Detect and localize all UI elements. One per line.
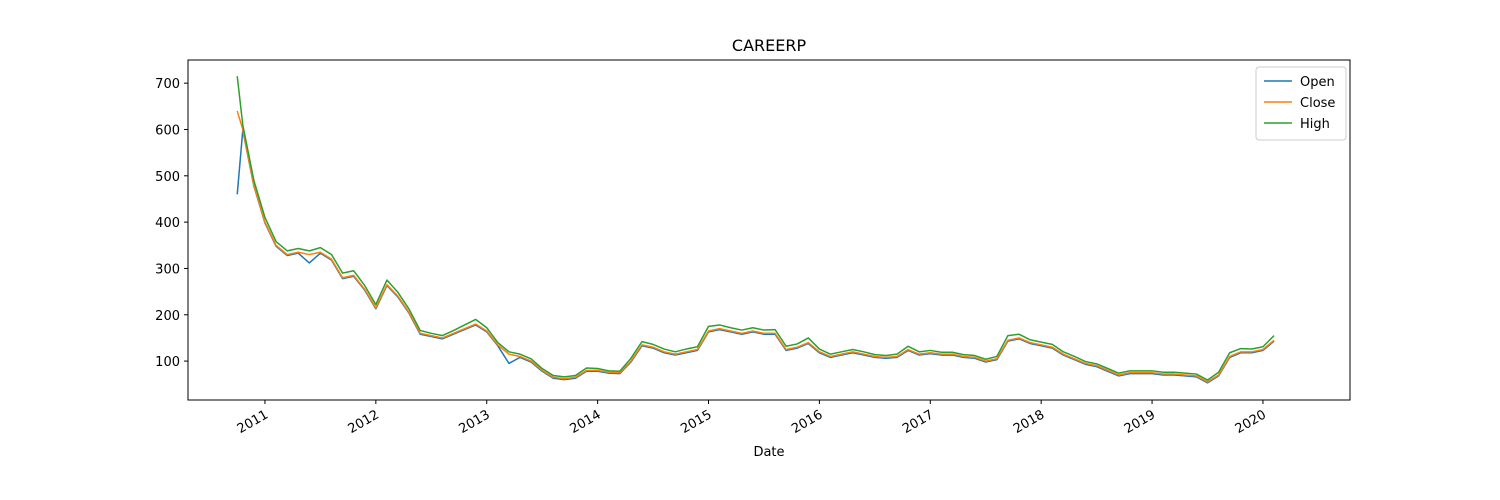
x-tick-label: 2013 [457, 407, 493, 437]
plot-frame [187, 59, 1351, 401]
x-tick-label: 2016 [789, 407, 825, 437]
x-tick-label: 2020 [1233, 407, 1269, 437]
y-tick-label: 400 [155, 216, 180, 231]
x-tick-label: 2011 [235, 407, 271, 437]
x-tick-label: 2012 [346, 407, 382, 437]
x-tick-label: 2017 [900, 407, 936, 437]
chart-title: CAREERP [732, 36, 807, 55]
y-tick-label: 500 [155, 170, 180, 185]
y-tick-label: 100 [155, 355, 180, 370]
y-tick-label: 700 [155, 77, 180, 92]
x-axis-label: Date [753, 445, 784, 460]
legend-label: Close [1300, 96, 1335, 111]
y-tick-label: 300 [155, 262, 180, 277]
x-tick-label: 2014 [567, 407, 603, 437]
x-tick-label: 2019 [1122, 407, 1158, 437]
y-tick-label: 600 [155, 123, 180, 138]
legend-label: Open [1300, 75, 1335, 90]
series-line [236, 110, 1275, 383]
series-line [236, 129, 1275, 384]
y-tick-label: 200 [155, 309, 180, 324]
legend-label: High [1300, 117, 1330, 132]
legend-box [1255, 66, 1347, 141]
x-tick-label: 2015 [678, 407, 714, 437]
series-line [236, 76, 1275, 381]
x-tick-label: 2018 [1011, 407, 1047, 437]
